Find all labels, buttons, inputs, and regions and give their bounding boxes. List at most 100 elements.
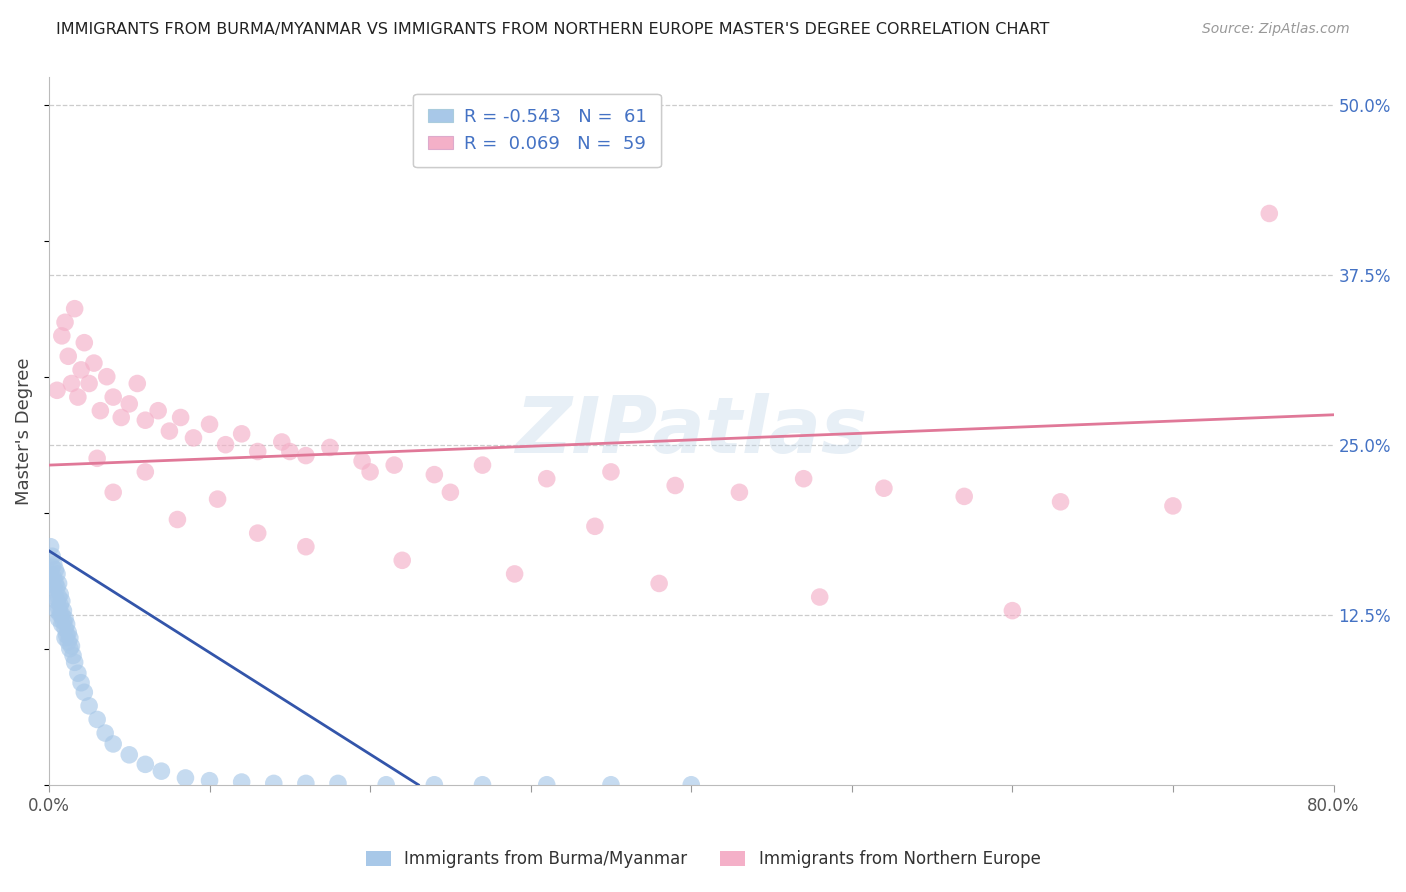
Point bbox=[681, 778, 703, 792]
Point bbox=[382, 458, 405, 472]
Point bbox=[89, 403, 111, 417]
Legend: R = -0.543   N =  61, R =  0.069   N =  59: R = -0.543 N = 61, R = 0.069 N = 59 bbox=[413, 94, 661, 168]
Point bbox=[55, 617, 77, 632]
Point bbox=[295, 776, 318, 790]
Point bbox=[214, 438, 236, 452]
Point bbox=[319, 441, 342, 455]
Point bbox=[231, 426, 253, 441]
Point bbox=[52, 604, 75, 618]
Point bbox=[44, 576, 66, 591]
Text: Source: ZipAtlas.com: Source: ZipAtlas.com bbox=[1202, 22, 1350, 37]
Point bbox=[246, 444, 269, 458]
Point bbox=[52, 615, 75, 629]
Point bbox=[110, 410, 132, 425]
Legend: Immigrants from Burma/Myanmar, Immigrants from Northern Europe: Immigrants from Burma/Myanmar, Immigrant… bbox=[359, 844, 1047, 875]
Point bbox=[1001, 604, 1024, 618]
Point bbox=[46, 581, 69, 595]
Point bbox=[536, 778, 558, 792]
Point bbox=[600, 778, 623, 792]
Point bbox=[157, 424, 180, 438]
Point bbox=[118, 397, 141, 411]
Point bbox=[664, 478, 686, 492]
Point bbox=[873, 481, 896, 495]
Point bbox=[439, 485, 461, 500]
Point bbox=[423, 467, 446, 482]
Point bbox=[246, 526, 269, 541]
Text: IMMIGRANTS FROM BURMA/MYANMAR VS IMMIGRANTS FROM NORTHERN EUROPE MASTER'S DEGREE: IMMIGRANTS FROM BURMA/MYANMAR VS IMMIGRA… bbox=[56, 22, 1050, 37]
Point bbox=[42, 571, 65, 585]
Point bbox=[86, 451, 108, 466]
Point bbox=[58, 625, 80, 640]
Point bbox=[44, 590, 66, 604]
Point bbox=[62, 648, 84, 663]
Point bbox=[60, 376, 83, 391]
Point bbox=[150, 764, 173, 779]
Point bbox=[41, 549, 63, 564]
Point bbox=[49, 598, 72, 612]
Point bbox=[59, 631, 82, 645]
Point bbox=[41, 560, 63, 574]
Point bbox=[295, 449, 318, 463]
Point bbox=[39, 566, 62, 581]
Point bbox=[471, 458, 494, 472]
Point bbox=[103, 390, 125, 404]
Point bbox=[46, 594, 69, 608]
Point bbox=[63, 301, 86, 316]
Point bbox=[198, 773, 221, 788]
Point bbox=[51, 607, 73, 622]
Point bbox=[174, 771, 197, 785]
Point bbox=[73, 335, 96, 350]
Point bbox=[58, 349, 80, 363]
Point bbox=[198, 417, 221, 432]
Point bbox=[42, 581, 65, 595]
Point bbox=[359, 465, 381, 479]
Point bbox=[953, 489, 976, 503]
Point bbox=[471, 778, 494, 792]
Point bbox=[53, 612, 76, 626]
Text: ZIPatlas: ZIPatlas bbox=[515, 393, 868, 469]
Point bbox=[94, 726, 117, 740]
Point bbox=[55, 628, 77, 642]
Point bbox=[375, 778, 398, 792]
Point bbox=[207, 492, 229, 507]
Point bbox=[48, 601, 70, 615]
Point bbox=[270, 434, 292, 449]
Point bbox=[1049, 495, 1071, 509]
Point bbox=[53, 315, 76, 329]
Point bbox=[1161, 499, 1184, 513]
Point bbox=[134, 465, 156, 479]
Point bbox=[46, 384, 69, 398]
Point bbox=[58, 635, 80, 649]
Point bbox=[48, 612, 70, 626]
Point bbox=[70, 675, 93, 690]
Point bbox=[83, 356, 105, 370]
Point bbox=[60, 639, 83, 653]
Point bbox=[39, 540, 62, 554]
Point bbox=[53, 631, 76, 645]
Point bbox=[169, 410, 191, 425]
Y-axis label: Master's Degree: Master's Degree bbox=[15, 358, 32, 505]
Point bbox=[127, 376, 149, 391]
Point bbox=[134, 413, 156, 427]
Point bbox=[583, 519, 606, 533]
Point bbox=[86, 713, 108, 727]
Point bbox=[278, 444, 301, 458]
Point bbox=[51, 329, 73, 343]
Point bbox=[103, 485, 125, 500]
Point bbox=[793, 472, 815, 486]
Point bbox=[118, 747, 141, 762]
Point bbox=[77, 698, 100, 713]
Point bbox=[70, 363, 93, 377]
Point bbox=[352, 454, 374, 468]
Point bbox=[423, 778, 446, 792]
Point bbox=[600, 465, 623, 479]
Point bbox=[63, 656, 86, 670]
Point bbox=[728, 485, 751, 500]
Point bbox=[183, 431, 205, 445]
Point bbox=[46, 566, 69, 581]
Point bbox=[263, 776, 285, 790]
Point bbox=[73, 685, 96, 699]
Point bbox=[42, 558, 65, 572]
Point bbox=[96, 369, 118, 384]
Point bbox=[146, 403, 169, 417]
